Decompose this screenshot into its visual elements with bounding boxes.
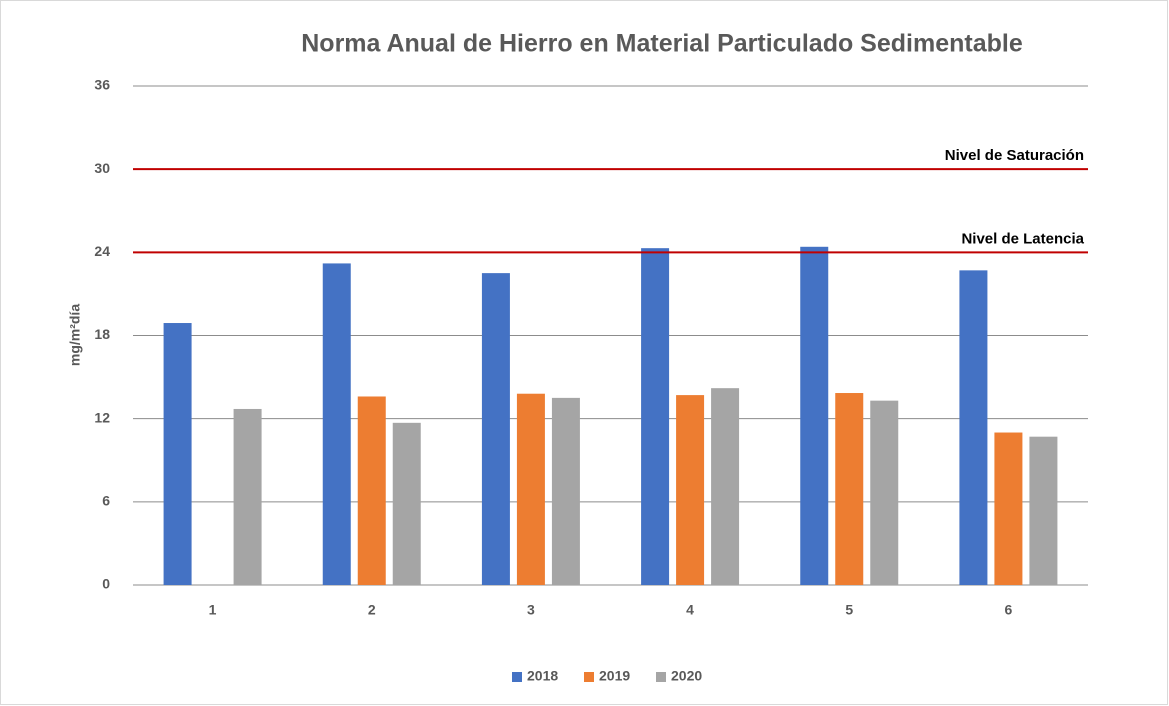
x-tick-label: 1 [209,602,217,618]
x-tick-label: 2 [368,602,376,618]
legend-label: 2020 [671,668,702,684]
y-axis-label: mg/m²día [67,304,83,366]
x-tick-label: 4 [686,602,694,618]
bar [163,323,192,585]
y-tick-label: 18 [94,326,110,342]
y-tick-label: 36 [94,77,110,93]
reference-label: Nivel de Latencia [961,230,1084,247]
bar [641,248,670,586]
x-tick-label: 6 [1005,602,1013,618]
bar [392,422,421,585]
bar [711,388,740,585]
reference-label: Nivel de Saturación [945,147,1084,164]
y-tick-label: 30 [94,160,110,176]
bar [1029,436,1058,585]
bar [551,397,580,585]
bar [835,393,864,585]
legend-swatch [584,672,594,682]
bar [994,432,1023,585]
bar [481,273,510,585]
legend-swatch [656,672,666,682]
x-tick-label: 3 [527,602,535,618]
y-tick-label: 6 [102,493,110,509]
bar [233,408,262,585]
bar [322,263,351,585]
chart-title: Norma Anual de Hierro en Material Partic… [301,30,1023,58]
legend-label: 2018 [527,668,558,684]
bar [516,393,545,585]
bar [870,400,899,585]
bar [357,396,386,585]
legend-label: 2019 [599,668,630,684]
bar [800,246,829,586]
bar [676,395,705,585]
y-tick-label: 24 [94,243,110,259]
bar [959,270,988,585]
y-tick-label: 0 [102,576,110,592]
y-tick-label: 12 [94,409,110,425]
legend-swatch [512,672,522,682]
x-tick-label: 5 [845,602,853,618]
